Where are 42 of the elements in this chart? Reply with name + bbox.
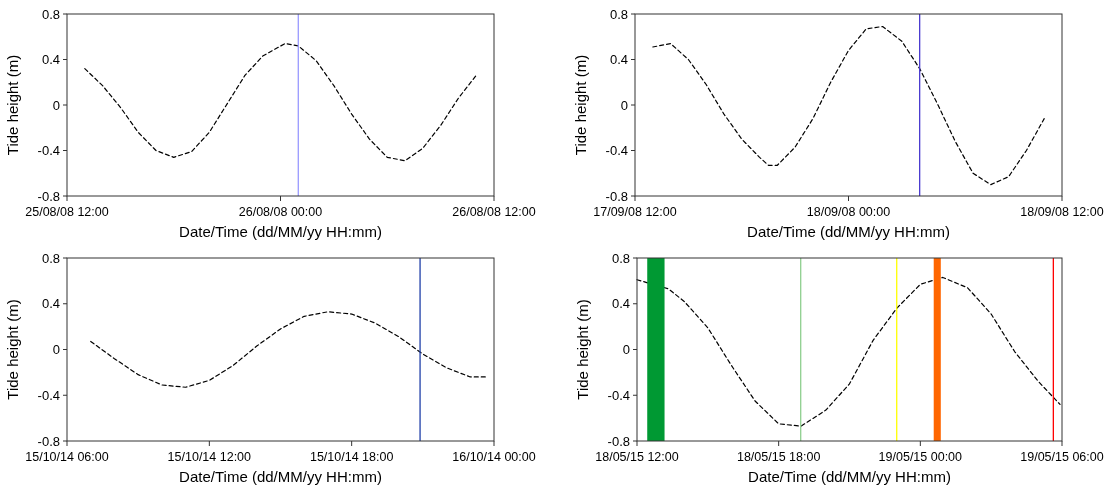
y-tick-label: -0.8 bbox=[605, 188, 628, 204]
y-axis-title: Tide height (m) bbox=[4, 299, 21, 400]
y-tick-label: 0 bbox=[52, 97, 60, 113]
y-tick-label: 0 bbox=[622, 342, 630, 358]
y-tick-label: 0.8 bbox=[609, 6, 628, 22]
y-tick-label: -0.4 bbox=[37, 387, 60, 403]
y-tick-label: 0.4 bbox=[611, 296, 630, 312]
x-axis-title: Date/Time (dd/MM/yy HH:mm) bbox=[179, 468, 382, 485]
x-tick-label: 25/08/08 12:00 bbox=[25, 205, 109, 219]
x-tick-label: 16/10/14 00:00 bbox=[452, 450, 536, 464]
y-tick-label: -0.4 bbox=[607, 387, 630, 403]
y-tick-label: 0.4 bbox=[609, 52, 628, 68]
x-tick-label: 15/10/14 06:00 bbox=[25, 450, 109, 464]
x-axis-title: Date/Time (dd/MM/yy HH:mm) bbox=[748, 468, 951, 485]
x-axis-title: Date/Time (dd/MM/yy HH:mm) bbox=[747, 223, 950, 240]
y-tick-label: -0.8 bbox=[607, 433, 630, 449]
y-tick-label: 0.8 bbox=[41, 6, 60, 22]
y-tick-label: -0.4 bbox=[37, 143, 60, 159]
x-axis-title: Date/Time (dd/MM/yy HH:mm) bbox=[179, 223, 382, 240]
x-tick-label: 18/09/08 00:00 bbox=[806, 205, 891, 219]
y-axis-title: Tide height (m) bbox=[574, 299, 591, 400]
y-tick-label: -0.4 bbox=[605, 143, 628, 159]
x-tick-label: 18/05/15 18:00 bbox=[736, 450, 821, 464]
y-axis-title: Tide height (m) bbox=[4, 54, 21, 156]
x-tick-label: 19/05/15 00:00 bbox=[878, 450, 963, 464]
x-tick-label: 19/05/15 06:00 bbox=[1020, 450, 1104, 464]
y-axis-title: Tide height (m) bbox=[572, 54, 589, 156]
y-tick-label: -0.8 bbox=[37, 433, 60, 449]
y-tick-label: 0.8 bbox=[41, 250, 60, 266]
y-tick-label: 0.8 bbox=[611, 250, 630, 266]
y-tick-label: 0.4 bbox=[41, 52, 60, 68]
x-tick-label: 18/09/08 12:00 bbox=[1020, 205, 1104, 219]
y-tick-label: -0.8 bbox=[37, 188, 60, 204]
x-tick-label: 26/08/08 00:00 bbox=[238, 205, 323, 219]
x-tick-label: 26/08/08 12:00 bbox=[452, 205, 536, 219]
y-tick-label: 0 bbox=[620, 97, 628, 113]
x-tick-label: 15/10/14 18:00 bbox=[309, 450, 394, 464]
x-tick-label: 17/09/08 12:00 bbox=[593, 205, 677, 219]
y-tick-label: 0 bbox=[52, 342, 60, 358]
x-tick-label: 15/10/14 12:00 bbox=[167, 450, 252, 464]
x-tick-label: 18/05/15 12:00 bbox=[595, 450, 679, 464]
y-tick-label: 0.4 bbox=[41, 296, 60, 312]
